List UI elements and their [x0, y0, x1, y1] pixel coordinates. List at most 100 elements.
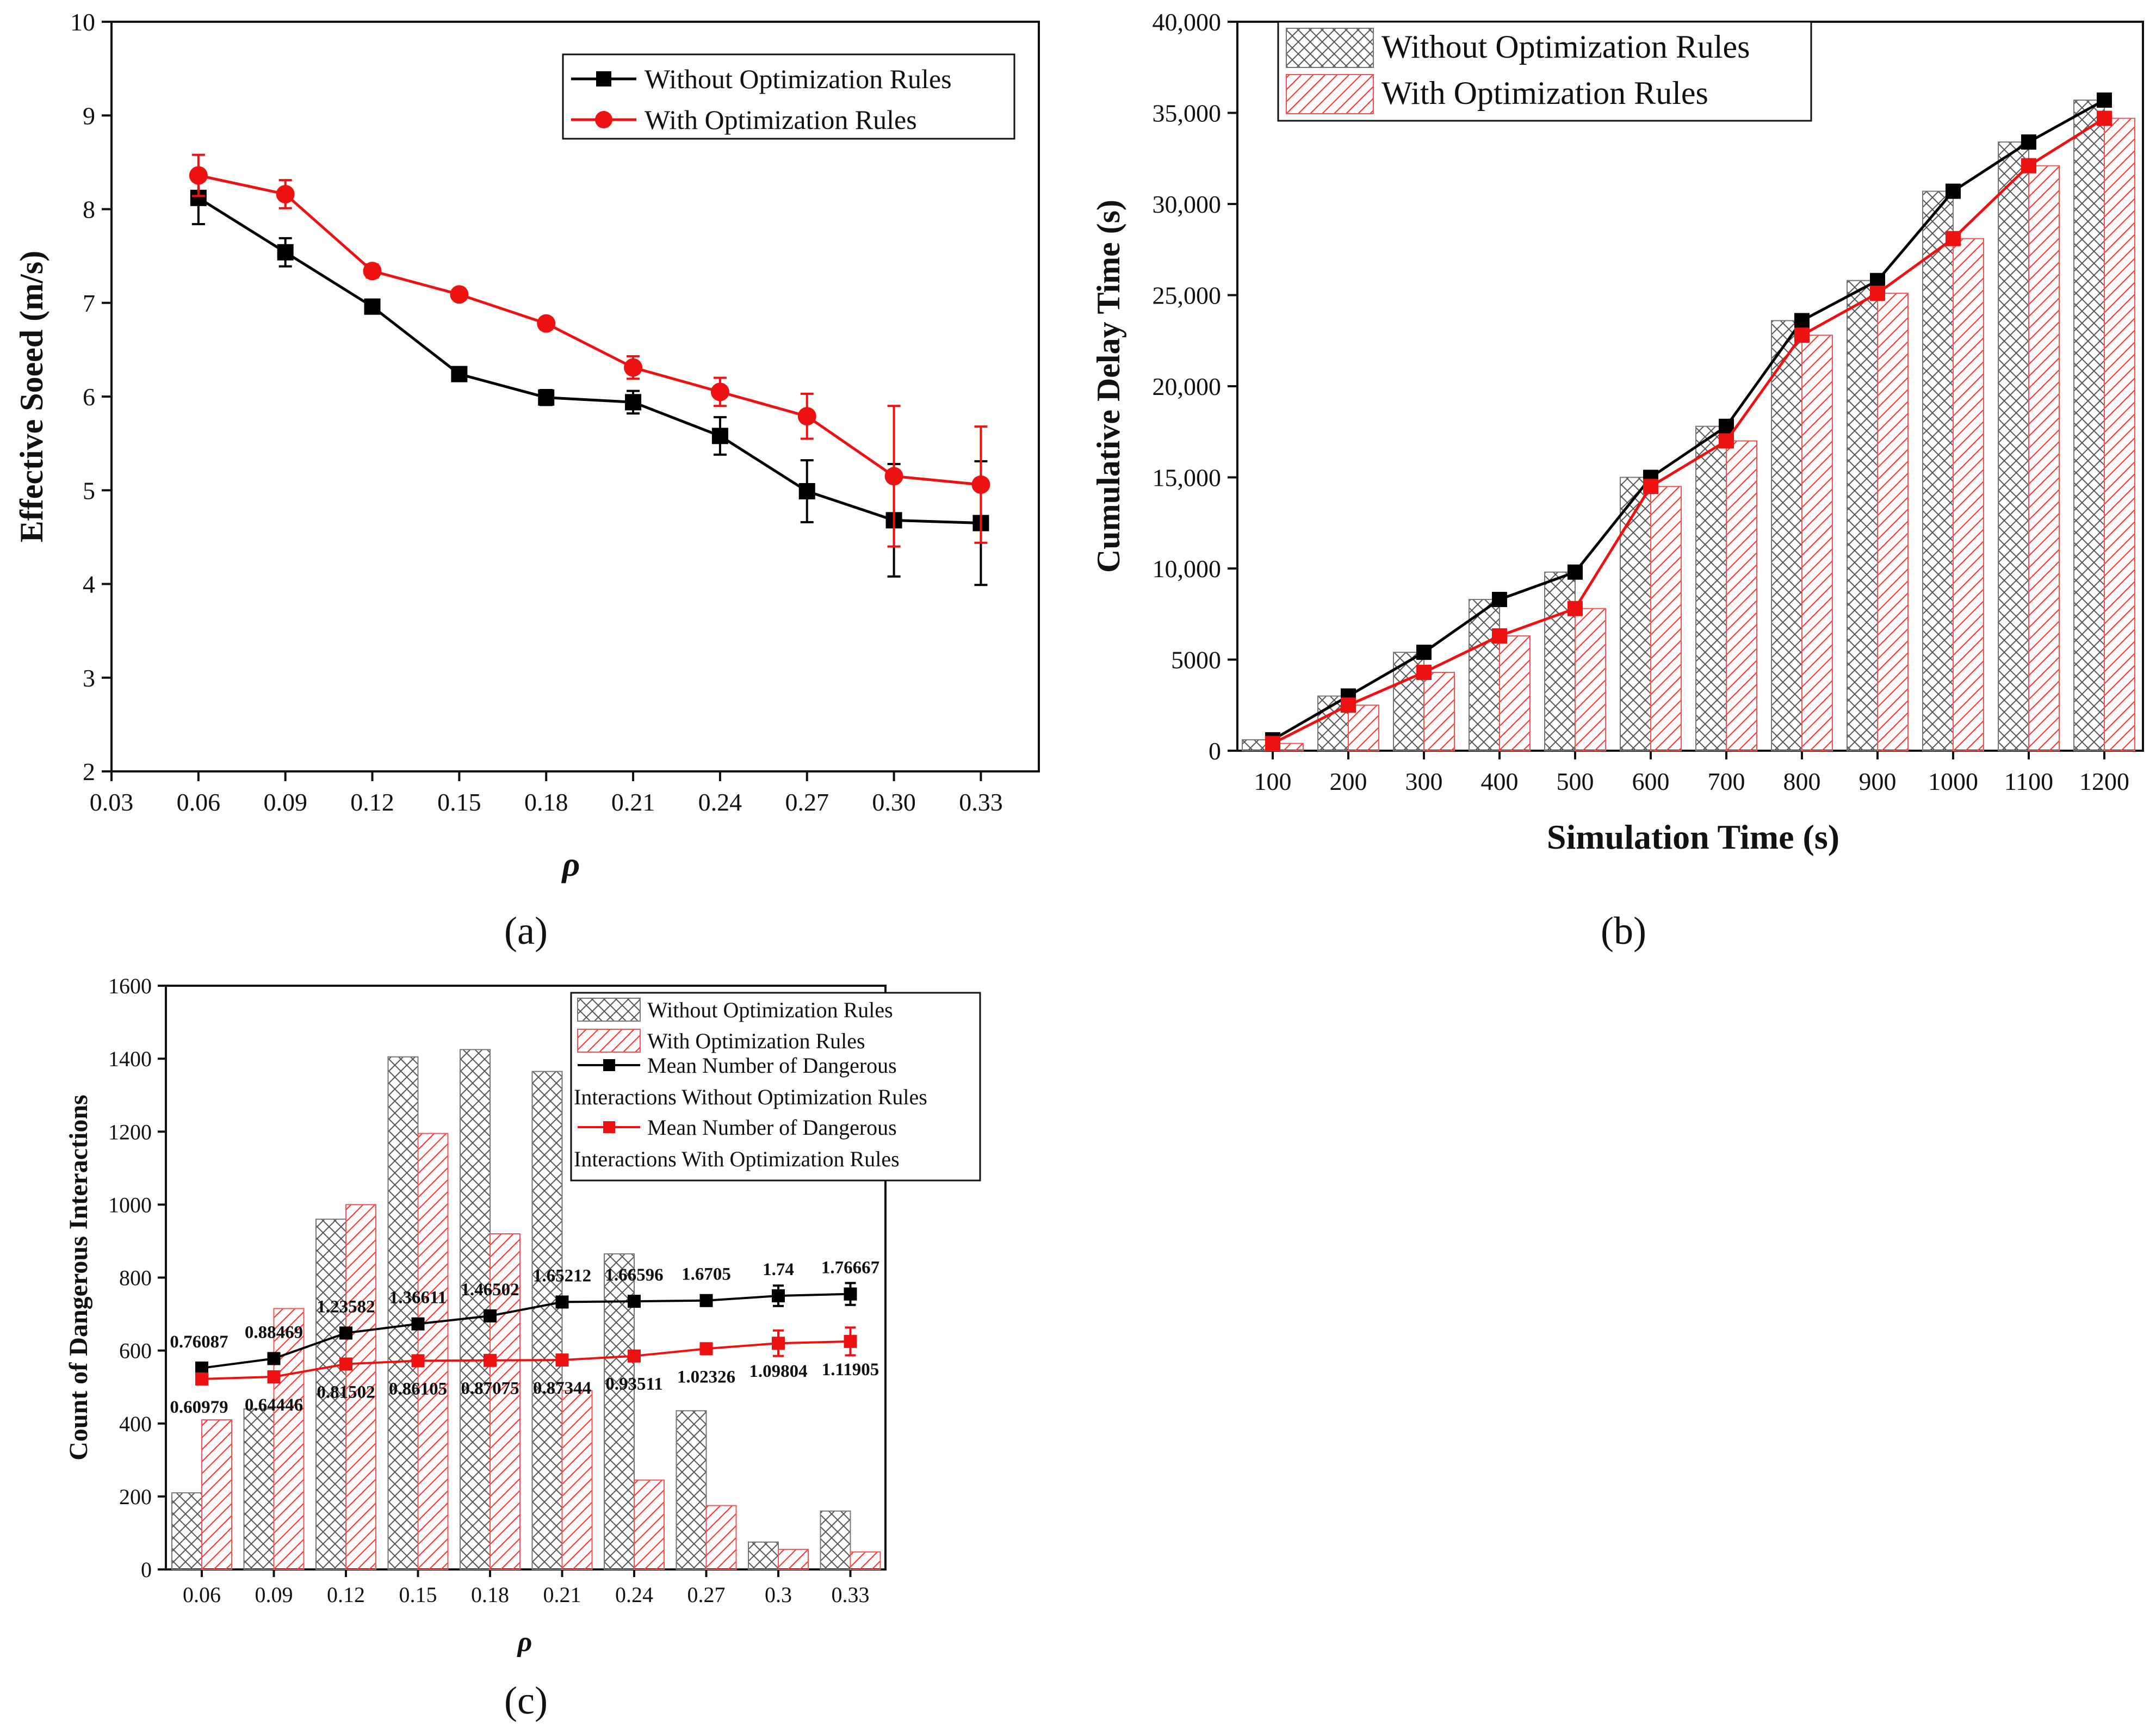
bar-with-optimization — [705, 1505, 737, 1570]
data-point — [364, 298, 381, 315]
y-tick-label: 600 — [119, 1339, 152, 1363]
data-point — [1416, 664, 1432, 680]
bar-without-optimization — [531, 1071, 563, 1571]
x-tick-label: 0.18 — [471, 1582, 509, 1607]
legend-label: Mean Number of Dangerous — [647, 1053, 897, 1078]
y-tick-label: 1600 — [108, 974, 152, 998]
series-line — [1272, 117, 2105, 745]
figure-caption: (a) — [504, 909, 548, 953]
data-point — [189, 166, 208, 185]
x-axis-label: Simulation Time (s) — [1547, 818, 1839, 856]
data-point — [710, 382, 729, 401]
data-point — [2097, 92, 2112, 108]
y-tick-label: 15,000 — [1153, 464, 1222, 492]
chart-a-effective-speed: 2 3 4 5 6 7 8 9 10 0.03 0.06 0.09 0.12 0.15 0.18 0.21 0.… — [14, 8, 1040, 953]
series-line — [201, 1293, 851, 1369]
y-tick-label: 1200 — [108, 1120, 152, 1144]
data-point — [1870, 286, 1885, 301]
bar-with-optimization — [850, 1551, 881, 1571]
data-point — [1794, 327, 1810, 343]
y-tick-label: 10 — [70, 8, 95, 36]
data-label: 0.76087 — [170, 1332, 228, 1352]
data-point — [1341, 697, 1356, 713]
data-point — [195, 1361, 208, 1375]
y-tick-label: 4 — [83, 571, 95, 598]
x-tick-label: 0.3 — [765, 1582, 792, 1607]
bar-without-optimization — [1847, 280, 1878, 751]
x-tick-label: 0.15 — [399, 1582, 437, 1607]
x-tick-label: 0.33 — [832, 1582, 870, 1607]
data-label: 1.09804 — [749, 1362, 807, 1381]
bar-with-optimization — [1575, 608, 1606, 751]
bar-with-optimization — [2028, 165, 2060, 751]
chart-c-dangerous-interactions: 0 200 400 600 800 1000 1200 1400 1600 0.06 0.09 0.1… — [64, 974, 981, 1722]
data-label: 1.46502 — [461, 1280, 519, 1300]
legend-label: Without Optimization Rules — [647, 998, 893, 1022]
data-point — [538, 389, 555, 406]
bar-with-optimization — [2104, 118, 2135, 751]
series-line — [201, 1340, 851, 1380]
x-tick-label: 0.06 — [183, 1582, 221, 1607]
legend-label: With Optimization Rules — [645, 104, 917, 135]
x-tick-label: 0.21 — [611, 788, 655, 816]
bar-with-optimization — [1877, 293, 1909, 751]
legend-marker — [603, 1059, 615, 1071]
data-point — [624, 358, 643, 377]
data-point — [1794, 313, 1810, 329]
data-point — [267, 1370, 281, 1383]
data-point — [267, 1352, 281, 1365]
x-axis-label: ρ — [517, 1627, 532, 1658]
legend-marker — [603, 1121, 615, 1133]
y-tick-label: 400 — [119, 1412, 152, 1436]
data-point — [699, 1342, 713, 1356]
data-label: 1.66596 — [605, 1265, 663, 1285]
x-tick-label: 100 — [1254, 768, 1292, 795]
data-label: 0.60979 — [170, 1398, 228, 1417]
bar-with-optimization — [273, 1308, 305, 1571]
data-point — [1492, 628, 1507, 644]
data-label: 0.86105 — [389, 1379, 447, 1399]
data-point — [195, 1372, 208, 1386]
bar-without-optimization — [748, 1541, 779, 1570]
y-tick-label: 2 — [83, 758, 95, 786]
legend-marker — [596, 71, 611, 86]
bar-without-optimization — [1998, 141, 2029, 752]
data-point — [411, 1317, 425, 1331]
x-tick-label: 0.24 — [698, 788, 742, 816]
legend-label: Without Optimization Rules — [1381, 29, 1750, 65]
x-tick-label: 0.12 — [350, 788, 394, 816]
data-point — [2097, 110, 2112, 126]
data-point — [699, 1294, 713, 1307]
bar-with-optimization — [1726, 440, 1757, 751]
data-point — [884, 467, 903, 486]
data-point — [537, 314, 556, 333]
data-point — [844, 1287, 857, 1301]
bar-with-optimization — [1801, 335, 1833, 751]
bar-with-optimization — [561, 1390, 593, 1571]
bar-with-optimization — [634, 1479, 665, 1570]
bar-with-optimization — [1953, 238, 1984, 751]
data-point — [1265, 735, 1280, 751]
x-tick-label: 900 — [1859, 768, 1897, 795]
y-tick-label: 8 — [83, 196, 95, 224]
series-line — [1272, 98, 2105, 741]
legend-label: With Optimization Rules — [1381, 75, 1708, 111]
data-point — [2021, 158, 2036, 174]
y-tick-label: 25,000 — [1153, 282, 1222, 310]
x-tick-label: 1200 — [2079, 768, 2129, 795]
x-tick-label: 0.27 — [785, 788, 829, 816]
data-point — [1416, 645, 1432, 660]
bar-without-optimization — [1620, 477, 1651, 751]
y-tick-label: 30,000 — [1153, 190, 1222, 218]
data-point — [1568, 601, 1583, 616]
x-tick-label: 0.15 — [437, 788, 481, 816]
data-label: 1.23582 — [317, 1297, 375, 1316]
data-point — [772, 1289, 785, 1303]
legend-box — [562, 53, 1015, 140]
y-axis-label: Cumulative Delay Time (s) — [1091, 200, 1126, 573]
x-tick-label: 200 — [1330, 768, 1367, 795]
bar-without-optimization — [1469, 598, 1500, 751]
data-label: 0.81502 — [317, 1382, 375, 1402]
data-point — [1719, 433, 1734, 449]
